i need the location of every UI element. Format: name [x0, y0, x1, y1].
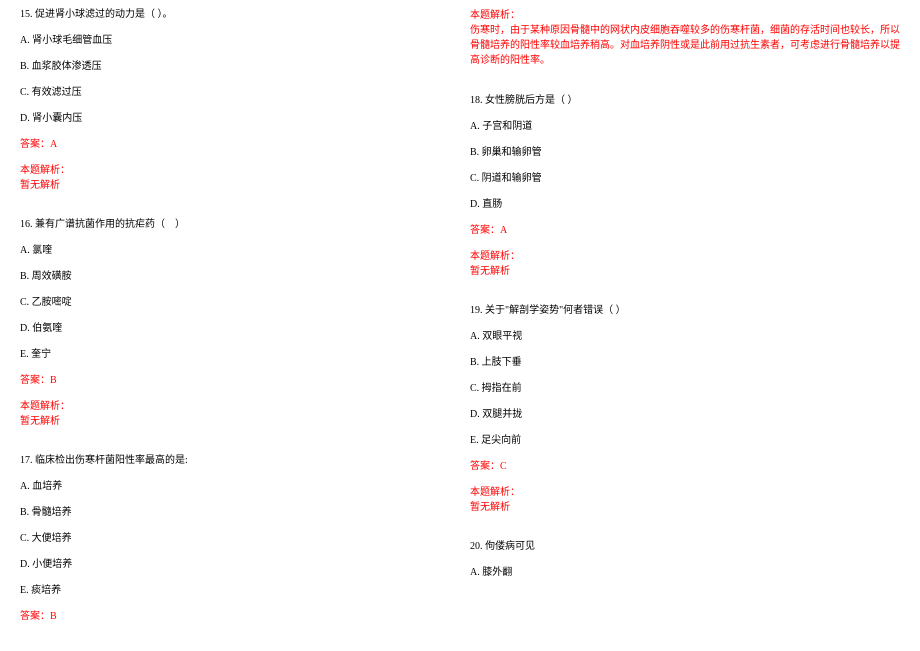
q19-opt-a: A. 双眼平视: [470, 330, 900, 343]
q17-stem: 17. 临床检出伤寒杆菌阳性率最高的是:: [20, 454, 450, 467]
q19-opt-d: D. 双腿并拢: [470, 408, 900, 421]
q19-opt-e: E. 足尖向前: [470, 434, 900, 447]
q18-stem: 18. 女性膀胱后方是（ ）: [470, 94, 900, 107]
q16-answer: 答案：B: [20, 374, 450, 387]
q17-opt-d: D. 小便培养: [20, 558, 450, 571]
q19-answer: 答案：C: [470, 460, 900, 473]
q17-explain-label: 本题解析：: [470, 8, 900, 23]
q19-stem: 19. 关于"解剖学姿势"何者错误（ ）: [470, 304, 900, 317]
q15-stem: 15. 促进肾小球滤过的动力是（ ）。: [20, 8, 450, 21]
q17-opt-c: C. 大便培养: [20, 532, 450, 545]
q16-opt-c: C. 乙胺嘧啶: [20, 296, 450, 309]
q18-explain-text: 暂无解析: [470, 265, 900, 278]
q19-explain-label: 本题解析：: [470, 486, 900, 499]
q20-opt-a: A. 膝外翻: [470, 566, 900, 579]
page-container: 15. 促进肾小球滤过的动力是（ ）。 A. 肾小球毛细管血压 B. 血浆胶体渗…: [0, 0, 920, 651]
q16-explain-label: 本题解析：: [20, 400, 450, 413]
q15-explain-label: 本题解析：: [20, 164, 450, 177]
q17-opt-e: E. 痰培养: [20, 584, 450, 597]
q16-opt-d: D. 伯氨喹: [20, 322, 450, 335]
q18-opt-c: C. 阴道和输卵管: [470, 172, 900, 185]
q17-explain: 本题解析： 伤寒时，由于某种原因骨髓中的网状内皮细胞吞噬较多的伤寒杆菌，细菌的存…: [470, 8, 900, 68]
q20-stem: 20. 佝偻病可见: [470, 540, 900, 553]
q15-explain-text: 暂无解析: [20, 179, 450, 192]
q17-opt-b: B. 骨髓培养: [20, 506, 450, 519]
q19-explain-text: 暂无解析: [470, 501, 900, 514]
q19-opt-c: C. 拇指在前: [470, 382, 900, 395]
q16-opt-e: E. 奎宁: [20, 348, 450, 361]
q15-opt-d: D. 肾小囊内压: [20, 112, 450, 125]
q19-explain: 本题解析： 暂无解析: [470, 486, 900, 514]
q15-answer: 答案：A: [20, 138, 450, 151]
q18-opt-b: B. 卵巢和输卵管: [470, 146, 900, 159]
q18-opt-d: D. 直肠: [470, 198, 900, 211]
q18-opt-a: A. 子宫和阴道: [470, 120, 900, 133]
q17-opt-a: A. 血培养: [20, 480, 450, 493]
q15-opt-a: A. 肾小球毛细管血压: [20, 34, 450, 47]
right-column: 本题解析： 伤寒时，由于某种原因骨髓中的网状内皮细胞吞噬较多的伤寒杆菌，细菌的存…: [460, 0, 920, 651]
q17-answer: 答案：B: [20, 610, 450, 623]
q16-stem: 16. 兼有广谱抗菌作用的抗疟药（ ）: [20, 218, 450, 231]
q16-opt-b: B. 周效磺胺: [20, 270, 450, 283]
q17-explain-text: 伤寒时，由于某种原因骨髓中的网状内皮细胞吞噬较多的伤寒杆菌，细菌的存活时间也较长…: [470, 23, 900, 68]
left-column: 15. 促进肾小球滤过的动力是（ ）。 A. 肾小球毛细管血压 B. 血浆胶体渗…: [0, 0, 460, 651]
q15-opt-c: C. 有效滤过压: [20, 86, 450, 99]
q15-explain: 本题解析： 暂无解析: [20, 164, 450, 192]
q18-explain-label: 本题解析：: [470, 250, 900, 263]
q16-opt-a: A. 氯喹: [20, 244, 450, 257]
q19-opt-b: B. 上肢下垂: [470, 356, 900, 369]
q18-explain: 本题解析： 暂无解析: [470, 250, 900, 278]
q16-explain: 本题解析： 暂无解析: [20, 400, 450, 428]
q15-opt-b: B. 血浆胶体渗透压: [20, 60, 450, 73]
q16-explain-text: 暂无解析: [20, 415, 450, 428]
q18-answer: 答案：A: [470, 224, 900, 237]
